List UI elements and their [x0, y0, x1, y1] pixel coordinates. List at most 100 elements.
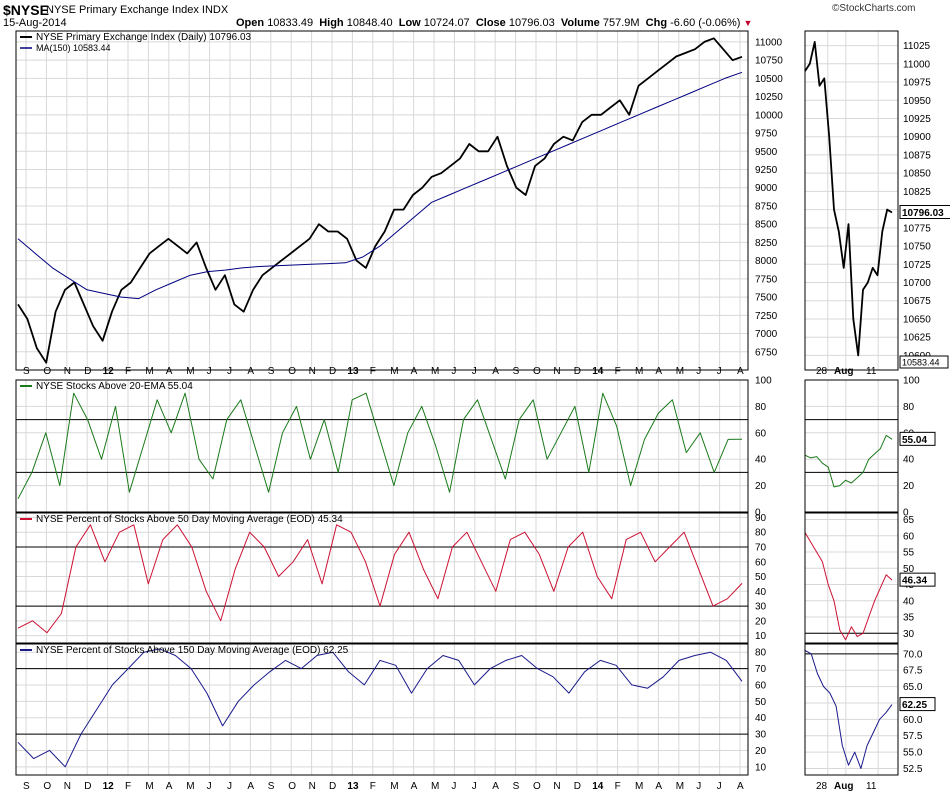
- x-tick-label: J: [717, 366, 722, 377]
- x-tick-label: A: [166, 366, 173, 377]
- y-tick-label: 40: [755, 455, 767, 466]
- x-tick-label: N: [553, 781, 560, 792]
- zoom-y-tick-label: 57.5: [903, 731, 923, 742]
- x-tick-label: O: [533, 366, 541, 377]
- index-title: NYSE Primary Exchange Index: [46, 4, 199, 16]
- zoom-y-tick-label: 10775: [903, 223, 931, 234]
- series-line: [17, 648, 743, 768]
- zoom-y-tick-label: 10725: [903, 260, 931, 271]
- legend-label: NYSE Primary Exchange Index (Daily) 1079…: [36, 32, 252, 43]
- y-tick-label: 10000: [755, 110, 783, 121]
- panel-title: NYSE Percent of Stocks Above 50 Day Movi…: [36, 514, 343, 525]
- ticker-symbol: $NYSE: [3, 2, 49, 18]
- volume-label: Volume: [560, 17, 600, 29]
- label-layer: 6750700072507500775080008250850087509000…: [20, 32, 950, 792]
- zoom-y-tick-label: 10850: [903, 169, 931, 180]
- y-tick-label: 80: [755, 648, 767, 659]
- exchange-code: INDX: [201, 4, 229, 16]
- x-tick-label: D: [84, 781, 91, 792]
- y-tick-label: 60: [755, 428, 767, 439]
- zoom-y-tick-label: 100: [903, 376, 920, 387]
- x-tick-label: O: [288, 366, 296, 377]
- zoom-series-line: [804, 41, 893, 357]
- x-tick-label: J: [696, 781, 701, 792]
- y-tick-label: 9250: [755, 165, 778, 176]
- x-tick-label: F: [370, 366, 376, 377]
- x-tick-label: F: [125, 781, 131, 792]
- series-line: [17, 524, 743, 634]
- high-value: 10848.40: [346, 17, 393, 29]
- open-label: Open: [236, 17, 265, 29]
- zoom-y-tick-label: 40: [903, 596, 915, 607]
- y-tick-label: 50: [755, 697, 767, 708]
- x-tick-label: A: [247, 781, 254, 792]
- last-value-text: 62.25: [902, 700, 927, 711]
- x-tick-label: 14: [592, 366, 604, 377]
- y-tick-label: 70: [755, 542, 767, 553]
- x-tick-label: 12: [103, 781, 115, 792]
- x-tick-label: M: [145, 366, 153, 377]
- panel-frame: [15, 379, 749, 513]
- zoom-y-tick-label: 10700: [903, 278, 931, 289]
- y-tick-label: 7000: [755, 329, 778, 340]
- y-tick-label: 10250: [755, 92, 783, 103]
- chg-label: Chg: [645, 17, 668, 29]
- close-value: 10796.03: [508, 17, 555, 29]
- x-tick-label: D: [574, 781, 581, 792]
- x-tick-label: N: [553, 366, 560, 377]
- zoom-y-tick-label: 80: [903, 402, 915, 413]
- x-tick-label: O: [533, 781, 541, 792]
- chg-value: -6.60 (-0.06%): [670, 17, 741, 29]
- x-tick-label: M: [676, 781, 684, 792]
- panel-frame: [15, 30, 749, 371]
- zoom-panel-frame: [804, 30, 899, 371]
- zoom-x-tick-label: 11: [866, 781, 877, 792]
- x-tick-label: S: [23, 366, 30, 377]
- quote-summary: Open 10833.49 High 10848.40 Low 10724.07…: [236, 17, 752, 29]
- panel-title: NYSE Stocks Above 20-EMA 55.04: [36, 381, 193, 392]
- zoom-y-tick-label: 55.0: [903, 748, 923, 759]
- x-tick-label: 14: [592, 781, 604, 792]
- last-value-badge: [899, 572, 936, 587]
- panel-title: NYSE Percent of Stocks Above 150 Day Mov…: [36, 645, 349, 656]
- x-tick-label: A: [737, 781, 744, 792]
- series-line: [17, 37, 743, 364]
- y-tick-label: 9500: [755, 147, 778, 158]
- zoom-y-tick-label: 11025: [903, 41, 931, 52]
- y-tick-label: 10500: [755, 74, 783, 85]
- x-tick-label: M: [186, 366, 194, 377]
- last-value-badge: [899, 205, 950, 220]
- x-tick-label: O: [43, 366, 51, 377]
- y-tick-label: 7750: [755, 274, 778, 285]
- x-tick-label: A: [655, 366, 662, 377]
- zoom-y-tick-label: 35: [903, 613, 915, 624]
- x-tick-label: M: [145, 781, 153, 792]
- zoom-y-tick-label: 10650: [903, 314, 931, 325]
- zoom-panel-frame: [804, 643, 899, 776]
- y-tick-label: 8000: [755, 256, 778, 267]
- zoom-y-tick-label: 0: [903, 508, 909, 519]
- zoom-y-tick-label: 10750: [903, 242, 931, 253]
- x-tick-label: N: [309, 781, 316, 792]
- x-tick-label: M: [635, 781, 643, 792]
- y-tick-label: 100: [755, 376, 772, 387]
- zoom-y-tick-label: 10950: [903, 96, 931, 107]
- zoom-x-tick-label: 28: [816, 781, 828, 792]
- zoom-y-tick-label: 11000: [903, 59, 931, 70]
- y-tick-label: 20: [755, 481, 767, 492]
- y-tick-label: 11000: [755, 37, 783, 48]
- down-arrow-icon: ▼: [743, 18, 753, 28]
- volume-value: 757.9M: [602, 17, 640, 29]
- zoom-x-tick-label: Aug: [834, 366, 853, 377]
- x-tick-label: M: [431, 781, 439, 792]
- y-tick-label: 90: [755, 513, 767, 524]
- x-tick-label: J: [451, 781, 456, 792]
- zoom-y-tick-label: 40: [903, 455, 915, 466]
- last-value-text: 55.04: [902, 435, 927, 446]
- y-tick-label: 10: [755, 631, 767, 642]
- series-line: [17, 392, 743, 500]
- series-layer: [16, 37, 898, 769]
- x-tick-label: J: [207, 781, 212, 792]
- x-tick-label: A: [411, 781, 418, 792]
- x-tick-label: D: [329, 366, 336, 377]
